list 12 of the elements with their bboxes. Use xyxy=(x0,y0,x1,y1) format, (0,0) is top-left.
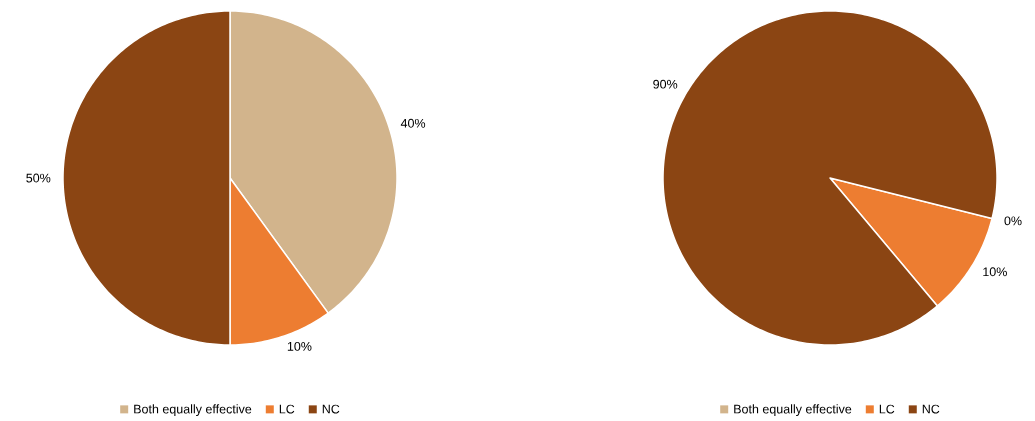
legend-label: LC xyxy=(879,404,895,414)
data-label: 90% xyxy=(653,79,678,89)
legend-label: NC xyxy=(322,404,340,414)
data-label: 40% xyxy=(400,118,426,128)
data-label: 10% xyxy=(983,267,1007,277)
text: 0% xyxy=(1004,216,1022,226)
legend-label: Both equally effective xyxy=(734,404,852,416)
data-label: 50% xyxy=(26,173,51,183)
legend-label: NC xyxy=(922,404,940,414)
legend-label: Both equally effective xyxy=(134,404,252,416)
data-label: 10% xyxy=(287,341,312,351)
legend-label: LC xyxy=(279,404,295,414)
